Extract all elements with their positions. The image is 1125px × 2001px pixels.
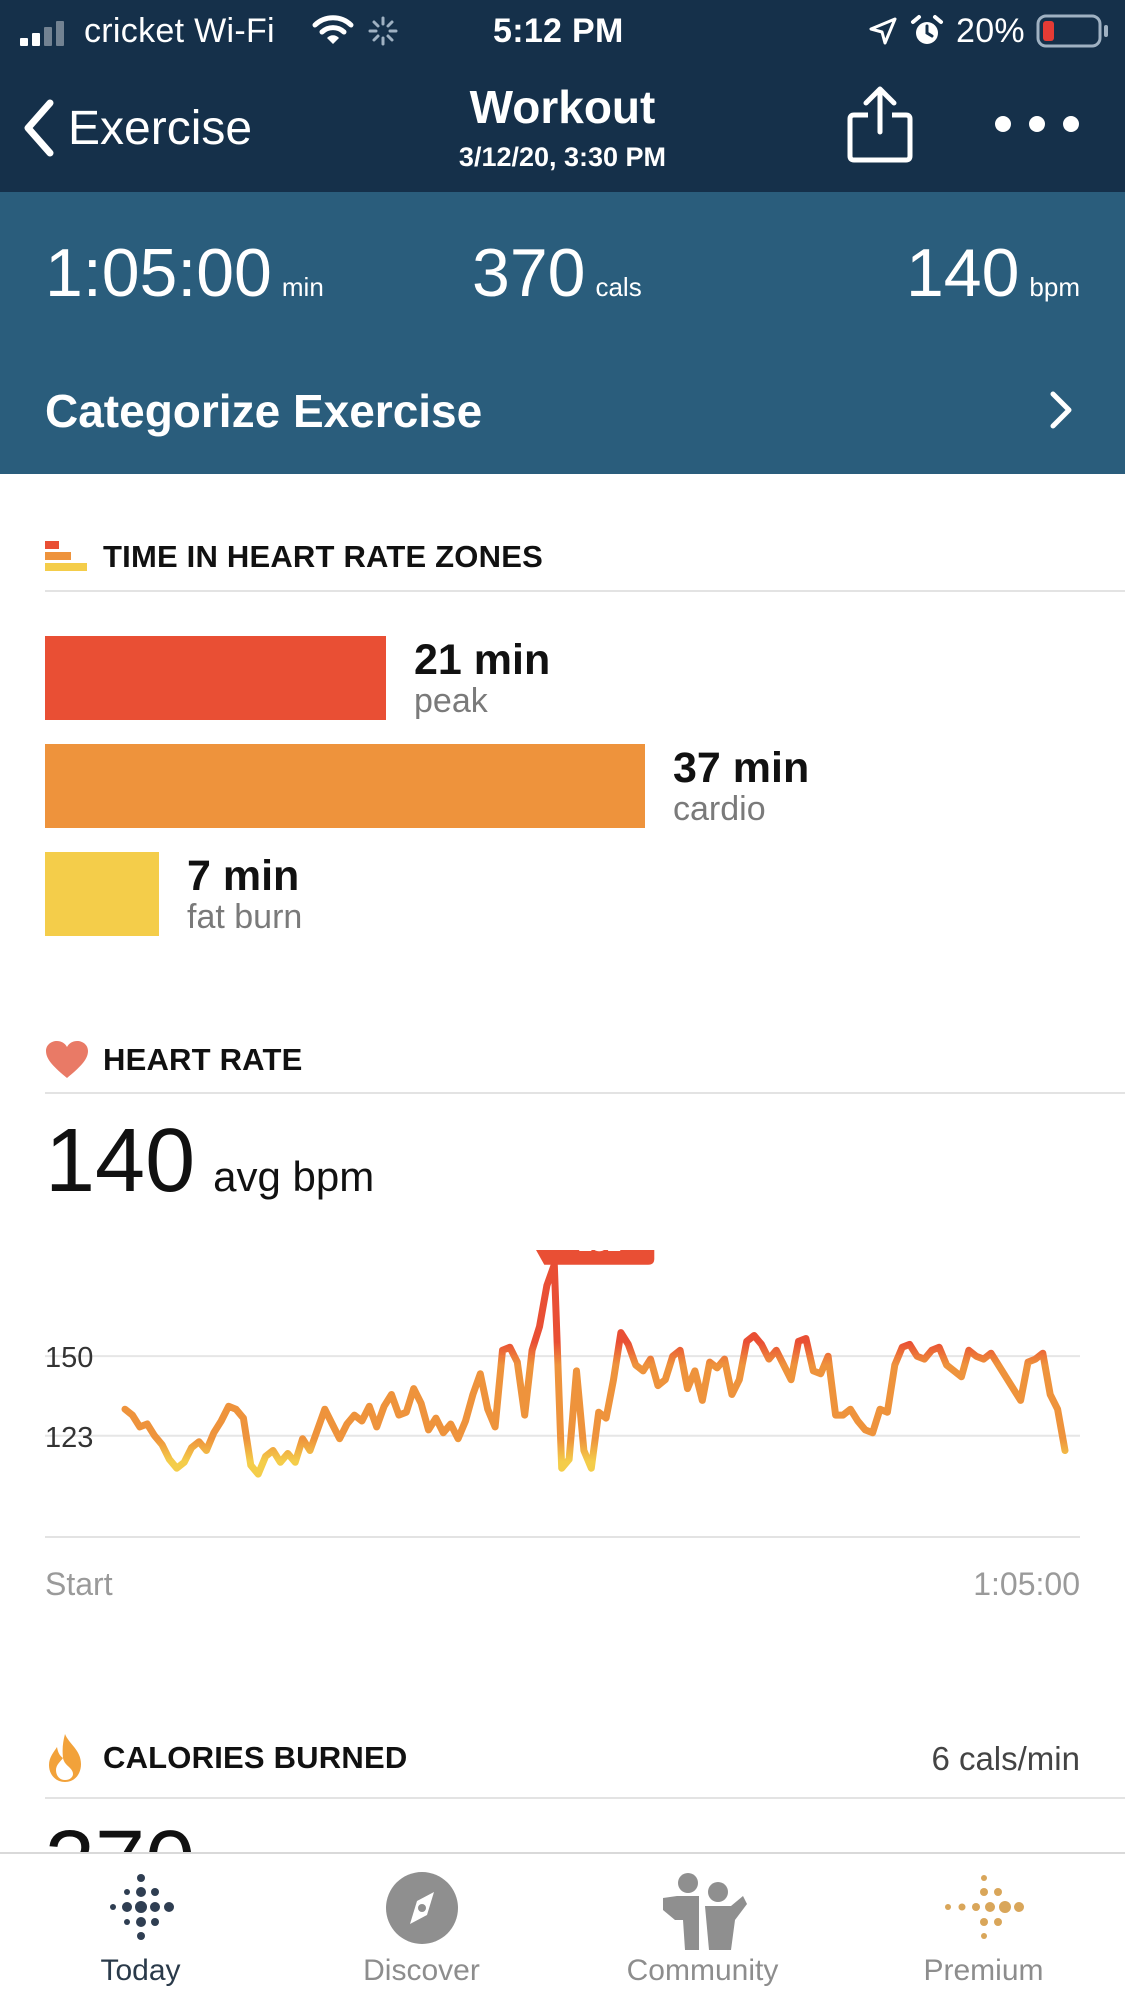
page-subtitle: 3/12/20, 3:30 PM: [458, 142, 667, 172]
heart-rate-chart: 123 150 181: [45, 1250, 1080, 1538]
zone-value-cardio: 37 min: [673, 744, 810, 792]
premium-dots-icon: [944, 1875, 1024, 1939]
heart-rate-value: 140: [905, 235, 1020, 311]
more-dot-icon: [1063, 116, 1079, 132]
chart-x-end-label: 1:05:00: [973, 1566, 1080, 1602]
categorize-exercise-label: Categorize Exercise: [45, 385, 483, 437]
chevron-left-icon: [24, 99, 54, 157]
zone-value-peak: 21 min: [414, 636, 551, 684]
heart-rate-section-header: HEART RATE: [45, 1030, 1125, 1090]
tab-today[interactable]: Today: [0, 1854, 281, 2001]
duration-value: 1:05:00: [45, 235, 272, 311]
chart-x-start-label: Start: [45, 1566, 113, 1602]
heart-rate-series-line: [121, 1261, 1069, 1478]
calories-total-value: 370: [45, 1818, 195, 1852]
calories-stat: 370 cals: [472, 234, 642, 312]
bottom-tab-bar: Today Discover Community: [0, 1852, 1125, 2001]
zone-bar-fat-burn: [45, 852, 159, 936]
calories-title: CALORIES BURNED: [103, 1740, 408, 1775]
alarm-clock-icon: [911, 15, 943, 44]
heart-rate-stat: 140 bpm: [906, 234, 1080, 312]
categorize-exercise-row[interactable]: Categorize Exercise: [0, 342, 1125, 474]
average-heart-rate: 140 avg bpm: [45, 1110, 374, 1213]
page-title: Workout: [469, 81, 656, 133]
tab-community-label: Community: [626, 1954, 779, 1987]
share-icon[interactable]: [844, 84, 916, 164]
zone-bar-peak: [45, 636, 386, 720]
tab-premium[interactable]: Premium: [843, 1854, 1124, 2001]
wifi-icon: [312, 15, 354, 44]
tab-premium-label: Premium: [923, 1954, 1044, 1987]
chart-y-tick-label: 150: [45, 1342, 93, 1374]
calories-value: 370: [472, 235, 586, 311]
back-button-label: Exercise: [68, 101, 253, 155]
carrier-label: cricket Wi-Fi: [84, 12, 275, 50]
peak-heart-rate-callout: 181: [536, 1250, 655, 1265]
calories-divider: [45, 1797, 1125, 1799]
back-button[interactable]: Exercise: [22, 95, 252, 161]
compass-icon: [385, 1872, 458, 1944]
activity-spinner-icon: [368, 16, 398, 46]
location-arrow-icon: [869, 17, 897, 45]
more-options-button[interactable]: [995, 104, 1079, 144]
heart-rate-title: HEART RATE: [103, 1042, 303, 1077]
tab-discover[interactable]: Discover: [281, 1854, 562, 2001]
more-dot-icon: [995, 116, 1011, 132]
battery-icon: [1036, 14, 1108, 48]
zones-title: TIME IN HEART RATE ZONES: [103, 539, 543, 574]
zones-section-header: TIME IN HEART RATE ZONES: [45, 527, 1125, 587]
calories-per-minute: 6 cals/min: [931, 1740, 1080, 1777]
cellular-signal-icon: [20, 18, 72, 46]
chart-y-tick-label: 123: [45, 1422, 93, 1454]
battery-percent: 20%: [956, 12, 1025, 50]
peak-heart-rate-label: 181: [578, 1250, 621, 1257]
heart-rate-unit: bpm: [1029, 272, 1080, 302]
more-dot-icon: [1029, 116, 1045, 132]
zone-label-peak: peak: [414, 682, 488, 720]
tab-today-label: Today: [100, 1954, 181, 1987]
zone-value-fat-burn: 7 min: [187, 852, 300, 900]
community-icon: [662, 1873, 747, 1950]
flame-icon: [49, 1734, 81, 1782]
zone-bar-cardio: [45, 744, 645, 828]
calories-unit: cals: [595, 272, 642, 302]
today-dots-icon: [109, 1874, 174, 1940]
status-bar: cricket Wi-Fi 5:12 PM 20%: [0, 0, 1125, 62]
duration-unit: min: [281, 272, 324, 302]
avg-bpm-unit: avg bpm: [213, 1153, 375, 1200]
heart-icon: [46, 1041, 88, 1078]
zones-bars-icon: [45, 541, 87, 571]
tab-discover-label: Discover: [363, 1954, 480, 1987]
avg-bpm-value: 140: [45, 1111, 196, 1211]
clock-time: 5:12 PM: [493, 12, 624, 50]
chevron-right-icon: [1050, 391, 1072, 429]
zones-divider: [45, 590, 1125, 592]
calories-section-header: CALORIES BURNED: [45, 1728, 1125, 1788]
tab-community[interactable]: Community: [562, 1854, 843, 2001]
zone-label-cardio: cardio: [673, 790, 766, 828]
duration-stat: 1:05:00 min: [45, 234, 324, 312]
top-bar: cricket Wi-Fi 5:12 PM 20%: [0, 0, 1125, 192]
workout-summary: 1:05:00 min 370 cals 140 bpm Categorize …: [0, 192, 1125, 474]
heart-rate-divider: [45, 1092, 1125, 1094]
zone-label-fat-burn: fat burn: [187, 898, 303, 936]
